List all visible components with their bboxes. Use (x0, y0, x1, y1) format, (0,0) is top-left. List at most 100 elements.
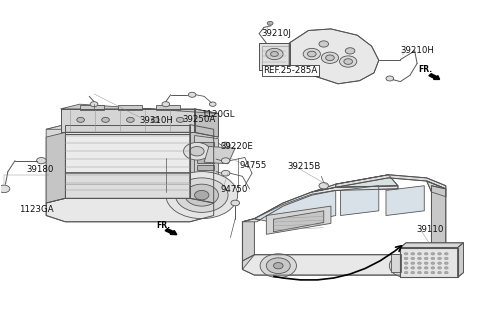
Circle shape (260, 254, 297, 278)
Circle shape (403, 263, 412, 269)
Circle shape (396, 258, 420, 273)
Circle shape (438, 253, 442, 255)
Circle shape (185, 184, 218, 206)
Circle shape (424, 253, 428, 255)
Circle shape (418, 262, 421, 264)
Polygon shape (432, 186, 446, 258)
Circle shape (404, 253, 408, 255)
Text: FR.: FR. (156, 221, 170, 230)
Circle shape (231, 200, 240, 206)
Circle shape (190, 146, 204, 156)
Polygon shape (427, 181, 446, 197)
Polygon shape (289, 29, 379, 84)
Circle shape (444, 253, 448, 255)
Polygon shape (340, 186, 379, 215)
Text: 39210J: 39210J (262, 29, 291, 38)
Circle shape (411, 257, 415, 260)
Polygon shape (46, 124, 214, 129)
Circle shape (308, 51, 316, 57)
FancyBboxPatch shape (197, 142, 214, 147)
Polygon shape (400, 248, 458, 277)
Polygon shape (266, 206, 331, 234)
Polygon shape (60, 109, 194, 132)
Circle shape (166, 172, 238, 219)
Circle shape (411, 253, 415, 255)
Text: FR.: FR. (418, 65, 432, 74)
Circle shape (303, 49, 321, 60)
Circle shape (267, 21, 273, 25)
Circle shape (424, 271, 428, 274)
Circle shape (418, 257, 421, 260)
Text: 1123GA: 1123GA (19, 205, 53, 214)
Circle shape (319, 41, 328, 47)
Circle shape (418, 271, 421, 274)
Circle shape (266, 49, 283, 60)
Circle shape (438, 262, 442, 264)
Circle shape (221, 142, 230, 148)
Circle shape (221, 170, 230, 176)
Polygon shape (312, 175, 398, 192)
Circle shape (339, 56, 357, 67)
Polygon shape (242, 187, 336, 222)
Circle shape (0, 185, 10, 193)
Circle shape (438, 271, 442, 274)
FancyBboxPatch shape (197, 150, 214, 155)
Circle shape (411, 262, 415, 264)
Circle shape (152, 117, 159, 122)
Text: 39215B: 39215B (287, 162, 320, 171)
Circle shape (322, 52, 338, 63)
Circle shape (102, 117, 109, 122)
FancyBboxPatch shape (391, 255, 401, 272)
Polygon shape (204, 146, 235, 164)
Circle shape (424, 266, 428, 269)
FancyBboxPatch shape (156, 105, 180, 111)
Circle shape (127, 117, 134, 122)
Circle shape (266, 258, 290, 273)
Text: 39180: 39180 (26, 165, 54, 174)
Circle shape (424, 262, 428, 264)
Circle shape (431, 253, 435, 255)
Circle shape (438, 266, 442, 269)
Polygon shape (194, 135, 218, 178)
Polygon shape (46, 198, 214, 222)
Circle shape (175, 178, 228, 212)
Circle shape (411, 271, 415, 274)
Circle shape (77, 117, 84, 122)
Text: 39220E: 39220E (221, 142, 254, 151)
Polygon shape (254, 191, 336, 225)
Polygon shape (336, 175, 446, 189)
Circle shape (404, 262, 408, 264)
FancyBboxPatch shape (80, 105, 104, 111)
Circle shape (444, 266, 448, 269)
Circle shape (36, 158, 46, 164)
Text: 39250A: 39250A (182, 115, 216, 124)
Circle shape (188, 92, 196, 97)
Circle shape (444, 271, 448, 274)
Circle shape (444, 257, 448, 260)
Polygon shape (65, 124, 190, 198)
Circle shape (404, 257, 408, 260)
Circle shape (194, 191, 209, 200)
Circle shape (90, 102, 98, 107)
Circle shape (418, 266, 421, 269)
Circle shape (411, 266, 415, 269)
Circle shape (444, 262, 448, 264)
FancyBboxPatch shape (197, 165, 214, 170)
Polygon shape (46, 124, 65, 203)
Circle shape (404, 266, 408, 269)
Circle shape (274, 263, 283, 269)
Text: 1120GL: 1120GL (201, 110, 234, 119)
Polygon shape (194, 109, 218, 137)
Circle shape (209, 102, 216, 106)
Circle shape (438, 257, 442, 260)
Text: 39110: 39110 (416, 225, 444, 233)
Circle shape (221, 158, 230, 163)
Circle shape (176, 117, 184, 122)
Circle shape (431, 257, 435, 260)
Polygon shape (242, 255, 446, 275)
Circle shape (431, 266, 435, 269)
Polygon shape (400, 243, 464, 248)
Polygon shape (274, 211, 324, 232)
Circle shape (424, 257, 428, 260)
FancyBboxPatch shape (197, 158, 214, 163)
